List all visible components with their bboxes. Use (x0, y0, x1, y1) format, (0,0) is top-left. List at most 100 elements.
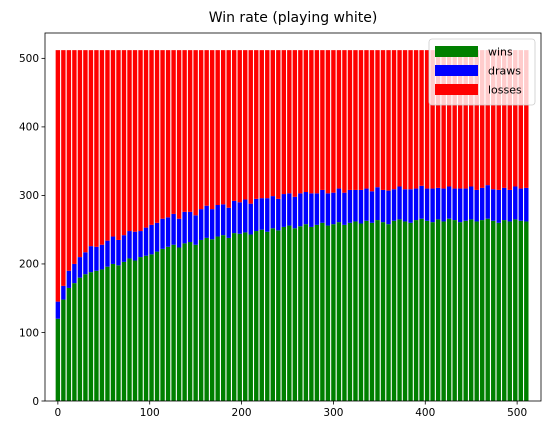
bar-draws (435, 187, 441, 220)
bar-wins (303, 224, 309, 401)
bar-wins (369, 222, 375, 401)
bar-draws (513, 186, 518, 220)
bar-draws (380, 189, 386, 223)
bar-draws (121, 235, 127, 262)
bar-draws (171, 213, 176, 245)
axes-group: 0 100 200 300 400 500 0 100 200 300 400 500 (19, 32, 542, 419)
bar-draws (391, 189, 397, 221)
y-tick-label: 300 (19, 190, 39, 202)
bar-losses (496, 50, 501, 190)
bar-draws (496, 189, 501, 223)
bar-wins (149, 254, 154, 401)
bar-losses (94, 50, 99, 247)
bar-losses (303, 50, 309, 192)
bar-draws (303, 191, 309, 225)
bar-losses (502, 50, 507, 188)
bar-draws (77, 257, 83, 278)
bar-draws (99, 244, 105, 270)
bar-losses (182, 50, 187, 212)
bar-draws (55, 301, 61, 319)
bar-wins (524, 221, 529, 401)
bar-losses (480, 50, 485, 188)
bar-losses (507, 50, 512, 190)
bar-losses (143, 50, 149, 228)
bar-wins (298, 226, 303, 401)
bar-wins (165, 246, 171, 401)
bar-losses (110, 50, 116, 237)
bar-losses (149, 50, 154, 225)
bar-losses (204, 50, 209, 206)
bar-draws (110, 236, 116, 264)
bar-wins (491, 220, 496, 401)
bar-draws (127, 231, 132, 259)
bar-draws (463, 188, 468, 221)
bar-losses (375, 50, 380, 188)
bar-draws (276, 198, 281, 231)
bar-losses (248, 50, 253, 204)
bar-draws (193, 215, 198, 245)
bar-draws (105, 240, 110, 267)
bar-draws (452, 188, 457, 221)
bar-losses (132, 50, 138, 232)
bar-wins (276, 230, 281, 401)
bar-wins (88, 272, 94, 401)
bar-losses (468, 50, 474, 187)
bar-losses (187, 50, 193, 212)
bar-wins (116, 265, 121, 401)
bar-losses (353, 50, 358, 190)
bar-draws (237, 202, 242, 234)
bar-draws (176, 218, 182, 248)
bar-losses (77, 50, 83, 258)
bar-draws (507, 189, 512, 222)
bar-losses (61, 50, 66, 286)
x-tick-label: 200 (232, 407, 252, 419)
bar-wins (138, 257, 143, 401)
bar-draws (254, 198, 259, 232)
bar-draws (524, 187, 529, 222)
bar-wins (292, 228, 298, 401)
bar-losses (524, 50, 529, 188)
bar-losses (386, 50, 391, 191)
bar-wins (358, 223, 364, 401)
bar-draws (336, 188, 342, 223)
bar-wins (182, 243, 187, 401)
bar-wins (386, 224, 391, 401)
bar-wins (441, 221, 446, 401)
bar-wins (127, 258, 132, 401)
bar-draws (243, 199, 248, 233)
bar-draws (419, 185, 424, 219)
bar-wins (496, 222, 501, 401)
bar-wins (77, 277, 83, 401)
bar-wins (154, 251, 160, 401)
bar-wins (513, 219, 518, 401)
x-tick-label: 100 (140, 407, 160, 419)
bar-draws (187, 211, 193, 243)
bar-losses (83, 50, 88, 253)
plot-frame (44, 32, 542, 402)
bar-losses (287, 50, 292, 194)
bar-draws (397, 186, 402, 220)
bar-draws (226, 207, 231, 238)
bar-draws (209, 209, 215, 240)
bar-draws (298, 193, 303, 227)
bar-draws (347, 189, 353, 223)
legend-label-draws: draws (488, 65, 521, 78)
bar-wins (94, 270, 99, 401)
bar-draws (154, 222, 160, 252)
bar-draws (270, 196, 275, 229)
bar-draws (518, 188, 523, 221)
bar-wins (209, 239, 215, 401)
legend: wins draws losses (428, 38, 536, 106)
bar-wins (342, 224, 347, 401)
y-tick-label: 0 (32, 396, 39, 408)
bar-wins (254, 231, 259, 401)
bar-draws (248, 203, 253, 235)
bar-wins (61, 299, 66, 401)
bar-wins (105, 266, 110, 401)
bar-losses (171, 50, 176, 214)
bar-draws (160, 218, 165, 249)
bar-wins (397, 219, 402, 401)
bar-draws (342, 192, 347, 225)
bar-losses (88, 50, 94, 247)
